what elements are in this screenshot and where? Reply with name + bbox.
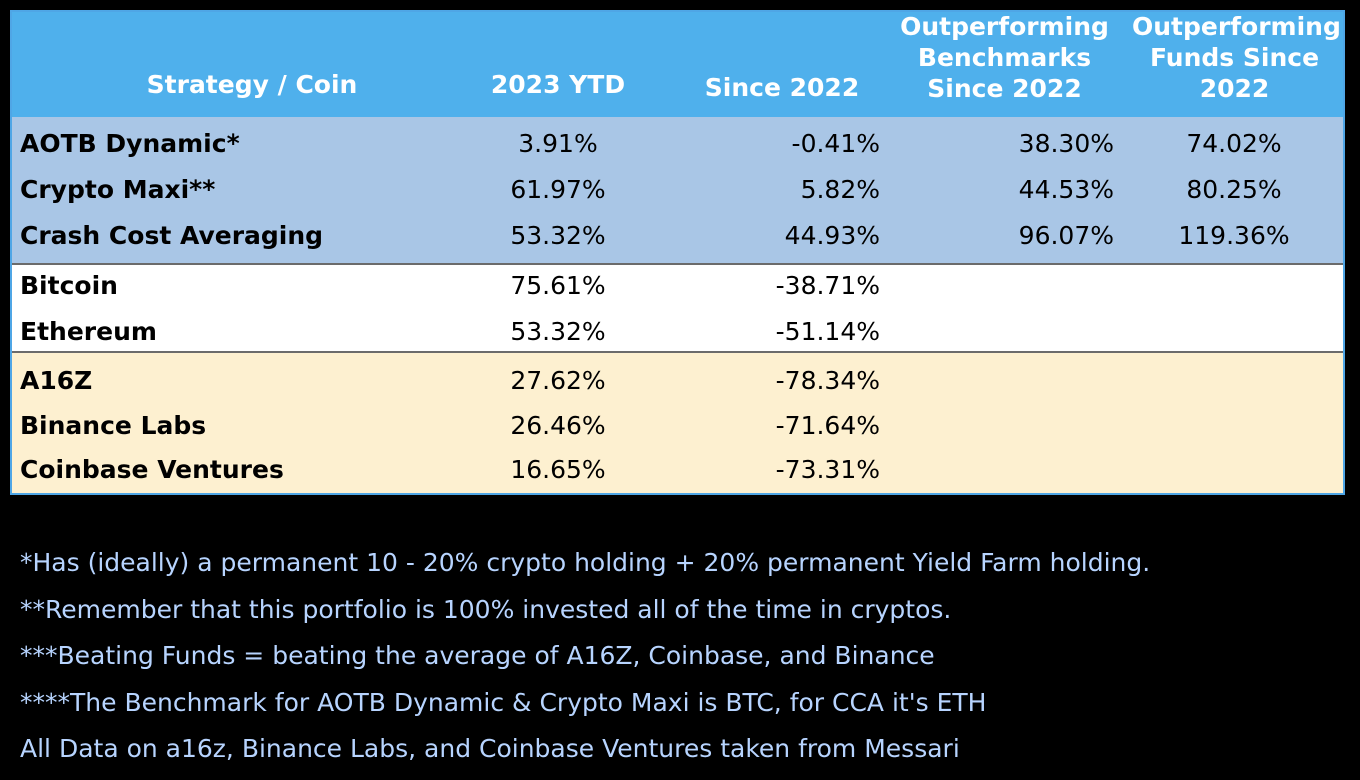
table-row: Coinbase Ventures 16.65% -73.31% [12, 450, 1343, 490]
row-since-2022: 5.82% [800, 175, 880, 204]
table-row: Binance Labs 26.46% -71.64% [12, 406, 1343, 446]
row-name: AOTB Dynamic* [20, 129, 240, 158]
header-bench-line-3: Since 2022 [927, 74, 1082, 103]
row-2023-ytd: 16.65% [510, 455, 606, 484]
row-name: Binance Labs [20, 411, 207, 440]
row-outperforming-benchmarks: 96.07% [1018, 221, 1114, 250]
row-since-2022: 44.93% [784, 221, 880, 250]
table-row: AOTB Dynamic* 3.91% -0.41% 38.30% 74.02% [12, 124, 1343, 164]
footnote-benchmark: ****The Benchmark for AOTB Dynamic & Cry… [20, 687, 987, 717]
header-since-2022: Since 2022 [682, 72, 882, 103]
row-name: Bitcoin [20, 271, 118, 300]
row-name: A16Z [20, 366, 93, 395]
header-outperforming-funds: Outperforming Funds Since 2022 [1132, 11, 1341, 104]
row-since-2022: -73.31% [775, 455, 880, 484]
row-2023-ytd: 53.32% [510, 221, 606, 250]
row-since-2022: -78.34% [775, 366, 880, 395]
footnote-dynamic: *Has (ideally) a permanent 10 - 20% cryp… [20, 548, 1151, 577]
row-outperforming-funds: 80.25% [1186, 175, 1282, 204]
row-outperforming-funds: 74.02% [1186, 129, 1282, 158]
header-bench-line-1: Outperforming [900, 12, 1109, 41]
footnotes: *Has (ideally) a permanent 10 - 20% cryp… [20, 540, 1150, 773]
table-row: Bitcoin 75.61% -38.71% [12, 266, 1343, 306]
row-2023-ytd: 75.61% [510, 271, 606, 300]
header-funds-line-2: Funds Since [1149, 43, 1320, 72]
row-name: Ethereum [20, 317, 157, 346]
footnote-crypto-maxi: **Remember that this portfolio is 100% i… [20, 594, 952, 624]
strategy-rows: AOTB Dynamic* 3.91% -0.41% 38.30% 74.02%… [12, 117, 1343, 263]
row-since-2022: -51.14% [775, 317, 880, 346]
row-since-2022: -0.41% [791, 129, 880, 158]
header-outperforming-benchmarks: Outperforming Benchmarks Since 2022 [897, 11, 1112, 104]
row-since-2022: -38.71% [775, 271, 880, 300]
row-outperforming-benchmarks: 44.53% [1018, 175, 1114, 204]
row-outperforming-funds: 119.36% [1178, 221, 1290, 250]
table-header: Strategy / Coin 2023 YTD Since 2022 Outp… [12, 12, 1343, 117]
header-funds-line-1: Outperforming [1132, 12, 1341, 41]
row-2023-ytd: 27.62% [510, 366, 606, 395]
table-row: Crash Cost Averaging 53.32% 44.93% 96.07… [12, 216, 1343, 256]
fund-rows: A16Z 27.62% -78.34% Binance Labs 26.46% … [12, 351, 1343, 493]
header-2023-ytd-text: 2023 YTD [490, 70, 626, 99]
coin-rows: Bitcoin 75.61% -38.71% Ethereum 53.32% -… [12, 263, 1343, 351]
row-since-2022: -71.64% [775, 411, 880, 440]
footnote-data-source: All Data on a16z, Binance Labs, and Coin… [20, 734, 960, 763]
row-2023-ytd: 53.32% [510, 317, 606, 346]
row-2023-ytd: 61.97% [510, 175, 606, 204]
header-since-2022-text: Since 2022 [704, 73, 860, 102]
row-outperforming-benchmarks: 38.30% [1018, 129, 1114, 158]
header-2023-ytd: 2023 YTD [482, 69, 634, 100]
table-row: A16Z 27.62% -78.34% [12, 361, 1343, 401]
footnote-beating-funds: ***Beating Funds = beating the average o… [20, 641, 935, 670]
header-strategy-coin: Strategy / Coin [32, 69, 472, 100]
row-2023-ytd: 3.91% [518, 129, 598, 158]
performance-table: Strategy / Coin 2023 YTD Since 2022 Outp… [10, 10, 1345, 495]
row-name: Crypto Maxi** [20, 175, 216, 204]
header-bench-line-2: Benchmarks [917, 43, 1092, 72]
row-name: Coinbase Ventures [20, 455, 284, 484]
table-row: Ethereum 53.32% -51.14% [12, 312, 1343, 352]
row-2023-ytd: 26.46% [510, 411, 606, 440]
table-row: Crypto Maxi** 61.97% 5.82% 44.53% 80.25% [12, 170, 1343, 210]
row-name: Crash Cost Averaging [20, 221, 324, 250]
header-funds-line-3: 2022 [1199, 74, 1270, 103]
header-strategy-coin-text: Strategy / Coin [146, 70, 358, 99]
